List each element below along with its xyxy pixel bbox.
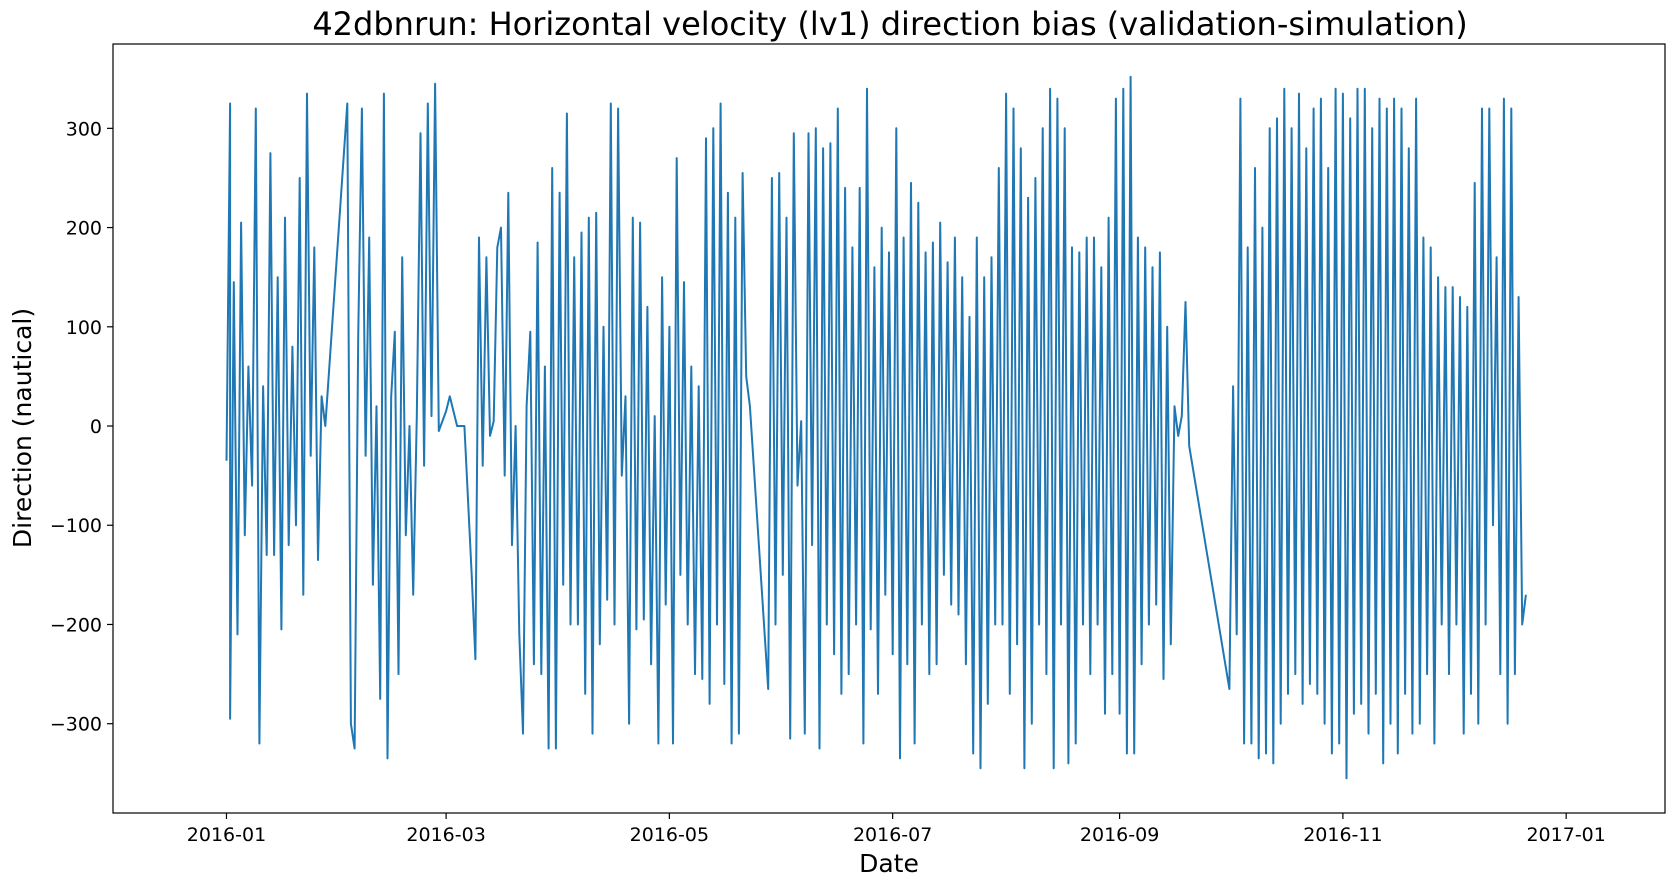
x-tick-label: 2016-05 <box>630 824 709 846</box>
y-tick-label: −300 <box>50 714 102 736</box>
x-axis-label: Date <box>859 849 919 878</box>
plot-frame <box>112 43 1666 814</box>
y-axis-ticks: −300 −200 −100 0 100 200 300 <box>50 118 113 736</box>
y-tick-label: 300 <box>66 118 102 140</box>
y-tick-label: 200 <box>66 218 102 240</box>
y-tick-label: −100 <box>50 515 102 537</box>
y-tick-label: −200 <box>50 614 102 636</box>
chart-title: 42dbnrun: Horizontal velocity (lv1) dire… <box>312 5 1467 43</box>
y-axis-label: Direction (nautical) <box>8 308 37 548</box>
x-tick-label: 2017-01 <box>1526 824 1605 846</box>
x-tick-label: 2016-09 <box>1080 824 1159 846</box>
x-tick-label: 2016-07 <box>853 824 932 846</box>
y-tick-label: 100 <box>66 317 102 339</box>
y-tick-label: 0 <box>90 416 102 438</box>
x-axis-ticks: 2016-01 2016-03 2016-05 2016-07 2016-09 2016-… <box>187 813 1606 846</box>
x-tick-label: 2016-01 <box>187 824 266 846</box>
series-line <box>225 75 1527 780</box>
x-tick-label: 2016-03 <box>406 824 485 846</box>
x-tick-label: 2016-11 <box>1303 824 1382 846</box>
plot-area <box>225 75 1527 780</box>
